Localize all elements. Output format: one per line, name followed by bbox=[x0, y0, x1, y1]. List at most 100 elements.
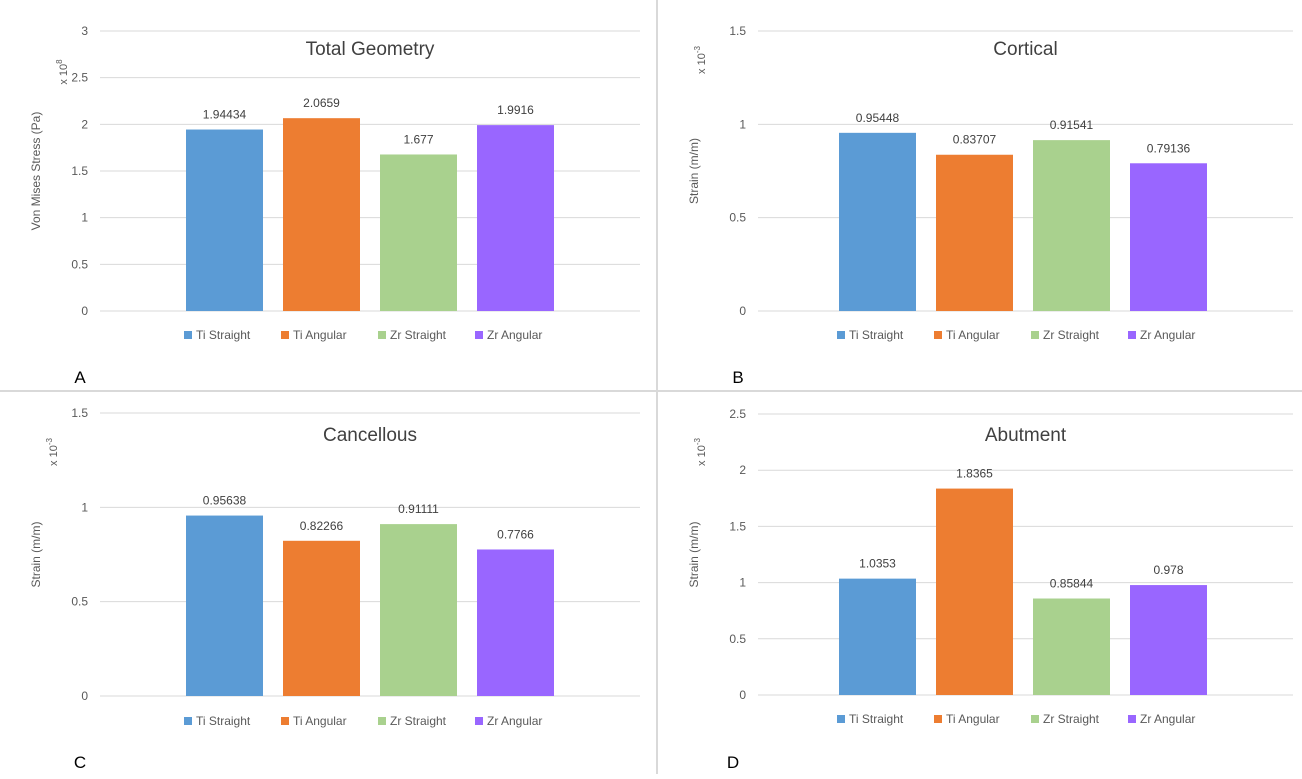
legend-label: Zr Angular bbox=[487, 328, 542, 342]
legend-swatch bbox=[281, 331, 289, 339]
y-axis-label: Strain (m/m) bbox=[29, 521, 43, 587]
legend-label: Ti Straight bbox=[196, 714, 251, 728]
y-tick-label: 2 bbox=[739, 463, 746, 477]
y-tick-label: 1.5 bbox=[71, 406, 88, 420]
chart-panel-a: 0 0.5 1 1.5 2 2.5 3 Total Geometry Von Mises Str… bbox=[0, 0, 656, 390]
legend-swatch bbox=[1031, 715, 1039, 723]
data-label: 0.82266 bbox=[300, 519, 344, 533]
axis-multiplier-exponent: 8 bbox=[55, 59, 64, 64]
axis-multiplier-exponent: -3 bbox=[693, 46, 702, 54]
axis-multiplier-base: x 10-3 bbox=[45, 438, 60, 466]
y-tick-label: 1 bbox=[739, 576, 746, 590]
panel-letter-b: B bbox=[732, 368, 743, 387]
bar-ti-angular bbox=[283, 118, 360, 311]
data-label: 0.978 bbox=[1153, 563, 1183, 577]
y-tick-label: 2 bbox=[81, 117, 88, 131]
bar-ti-angular bbox=[283, 540, 360, 696]
axis-multiplier: x 10-3 bbox=[693, 46, 708, 74]
data-label: 0.85844 bbox=[1050, 577, 1094, 591]
axis-multiplier-exponent: -3 bbox=[693, 438, 702, 446]
legend-label: Zr Angular bbox=[1140, 328, 1195, 342]
legend-label: Ti Angular bbox=[946, 712, 1000, 726]
legend-swatch bbox=[184, 331, 192, 339]
y-axis-label: Strain (m/m) bbox=[687, 521, 701, 587]
bar-ti-straight bbox=[186, 129, 263, 311]
bar-zr-straight bbox=[380, 154, 457, 311]
panel-letter-a: A bbox=[74, 368, 86, 387]
legend-swatch bbox=[378, 331, 386, 339]
axis-multiplier-base: x 108 bbox=[55, 59, 70, 85]
bar-ti-angular bbox=[936, 488, 1013, 695]
vertical-divider bbox=[656, 0, 658, 774]
data-label: 1.0353 bbox=[859, 557, 896, 571]
y-tick-label: 2.5 bbox=[71, 71, 88, 85]
y-tick-label: 0 bbox=[739, 304, 746, 318]
legend-swatch bbox=[1128, 715, 1136, 723]
y-tick-label: 1.5 bbox=[729, 24, 746, 38]
data-label: 1.8365 bbox=[956, 467, 993, 481]
legend-label: Zr Angular bbox=[487, 714, 542, 728]
chart-title: Abutment bbox=[985, 425, 1067, 446]
chart-panel-c: 0 0.5 1 1.5 Cancellous Strain (m/m) x 10-3 0.95… bbox=[0, 392, 656, 774]
bar-zr-angular bbox=[1130, 585, 1207, 695]
legend-swatch bbox=[1031, 331, 1039, 339]
bar-zr-angular bbox=[1130, 163, 1207, 311]
legend-label: Ti Angular bbox=[293, 328, 347, 342]
legend-label: Zr Straight bbox=[390, 714, 447, 728]
bar-zr-angular bbox=[477, 125, 554, 311]
legend-swatch bbox=[281, 717, 289, 725]
y-tick-label: 3 bbox=[81, 24, 88, 38]
axis-multiplier: x 108 bbox=[55, 59, 70, 85]
y-tick-label: 0.5 bbox=[729, 632, 746, 646]
chart-panel-d: 0 0.5 1 1.5 2 2.5 Abutment Strain (m/m) x 10-3 1.… bbox=[658, 392, 1302, 774]
bar-zr-straight bbox=[380, 524, 457, 696]
legend-swatch bbox=[1128, 331, 1136, 339]
chart-title: Total Geometry bbox=[306, 39, 435, 60]
chart-a-svg: 0 0.5 1 1.5 2 2.5 3 Total Geometry Von Mises Str… bbox=[29, 24, 640, 387]
bar-zr-straight bbox=[1033, 140, 1110, 311]
y-tick-label: 0.5 bbox=[71, 257, 88, 271]
y-tick-label: 0 bbox=[81, 304, 88, 318]
bar-zr-angular bbox=[477, 549, 554, 696]
data-label: 0.95638 bbox=[203, 494, 247, 508]
bar-ti-angular bbox=[936, 154, 1013, 311]
data-label: 2.0659 bbox=[303, 96, 340, 110]
data-label: 0.7766 bbox=[497, 527, 534, 541]
y-tick-label: 2.5 bbox=[729, 407, 746, 421]
data-label: 0.91541 bbox=[1050, 118, 1094, 132]
legend-swatch bbox=[475, 717, 483, 725]
data-label: 0.95448 bbox=[856, 111, 900, 125]
y-tick-label: 1.5 bbox=[729, 519, 746, 533]
chart-title: Cancellous bbox=[323, 425, 417, 446]
data-label: 0.83707 bbox=[953, 133, 997, 147]
legend-swatch bbox=[837, 715, 845, 723]
legend-label: Ti Angular bbox=[293, 714, 347, 728]
legend-swatch bbox=[934, 715, 942, 723]
data-label: 1.9916 bbox=[497, 103, 534, 117]
axis-multiplier-base: x 10-3 bbox=[693, 438, 708, 466]
bar-zr-straight bbox=[1033, 598, 1110, 695]
axis-multiplier: x 10-3 bbox=[693, 438, 708, 466]
data-label: 0.91111 bbox=[398, 502, 439, 516]
axis-multiplier: x 10-3 bbox=[45, 438, 60, 466]
chart-title: Cortical bbox=[993, 39, 1057, 60]
chart-d-svg: 0 0.5 1 1.5 2 2.5 Abutment Strain (m/m) x 10-3 1.… bbox=[687, 407, 1293, 772]
axis-multiplier-exponent: -3 bbox=[45, 438, 54, 446]
chart-panel-b: 0 0.5 1 1.5 Cortical Strain (m/m) x 10-3 0.9544… bbox=[658, 0, 1302, 390]
y-tick-label: 1.5 bbox=[71, 164, 88, 178]
y-tick-label: 1 bbox=[81, 500, 88, 514]
data-label: 1.677 bbox=[403, 132, 433, 146]
axis-multiplier-base: x 10-3 bbox=[693, 46, 708, 74]
panel-letter-c: C bbox=[74, 753, 86, 772]
y-tick-label: 0 bbox=[739, 688, 746, 702]
bar-ti-straight bbox=[186, 515, 263, 696]
legend-label: Zr Angular bbox=[1140, 712, 1195, 726]
bar-ti-straight bbox=[839, 132, 916, 311]
y-axis-label: Von Mises Stress (Pa) bbox=[29, 112, 43, 231]
legend-label: Zr Straight bbox=[390, 328, 447, 342]
legend-label: Zr Straight bbox=[1043, 328, 1100, 342]
chart-b-svg: 0 0.5 1 1.5 Cortical Strain (m/m) x 10-3 0.9544… bbox=[687, 24, 1293, 387]
data-label: 0.79136 bbox=[1147, 141, 1191, 155]
y-tick-label: 1 bbox=[739, 117, 746, 131]
legend-label: Ti Straight bbox=[849, 712, 904, 726]
